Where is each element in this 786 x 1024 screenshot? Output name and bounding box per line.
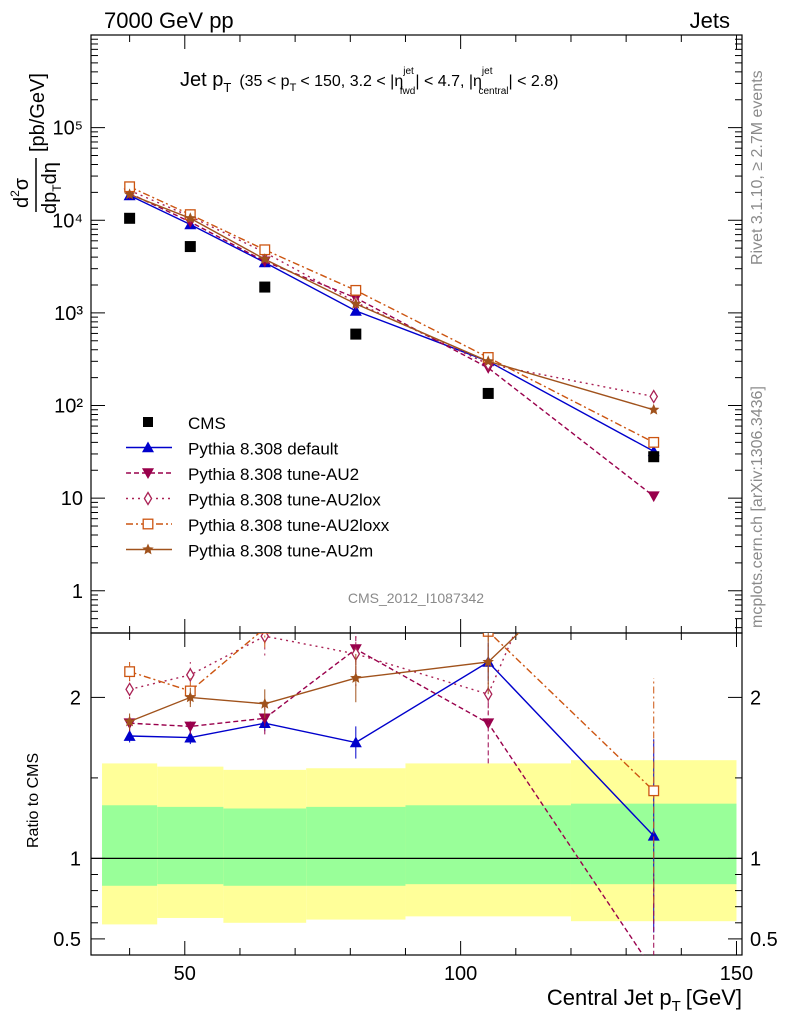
band-inner xyxy=(157,806,224,885)
marker-triangle-down xyxy=(647,491,660,503)
y-tick-label: 1 xyxy=(72,581,83,603)
marker-square xyxy=(648,451,660,463)
y-tick-label: 10 xyxy=(61,488,83,510)
marker-star xyxy=(350,672,362,683)
marker-diamond xyxy=(143,491,153,506)
ratio-uncertainty-bands xyxy=(91,760,742,925)
x-tick-label: 150 xyxy=(720,963,753,985)
marker-star xyxy=(259,697,271,709)
marker-triangle-up xyxy=(142,441,154,453)
legend: CMS Pythia 8.308 default Pythia 8.308 tune… xyxy=(126,414,390,561)
x-axis-label: Central Jet pT [GeV] xyxy=(547,985,742,1015)
marker-square-open xyxy=(648,436,660,448)
marker-star xyxy=(123,715,136,727)
ratio-tick-label-left: 0.5 xyxy=(53,929,81,951)
svg-text:[pb/GeV]: [pb/GeV] xyxy=(27,73,49,152)
marker-star xyxy=(482,656,494,667)
y-tick-label: 10³ xyxy=(54,303,83,325)
band-inner xyxy=(223,808,307,886)
marker-diamond xyxy=(649,389,659,404)
marker-square-open xyxy=(259,633,271,634)
marker-square-open xyxy=(124,666,136,678)
marker-triangle-down xyxy=(258,713,271,725)
marker-star xyxy=(482,355,494,367)
x-tick-label: 50 xyxy=(174,963,196,985)
marker-triangle-down xyxy=(142,468,154,479)
marker-diamond xyxy=(185,667,195,683)
marker-square xyxy=(350,328,362,340)
ratio-tick-label-right: 0.5 xyxy=(750,929,778,951)
series-line xyxy=(129,193,654,411)
series-line xyxy=(129,189,654,398)
marker-triangle-up xyxy=(647,829,660,841)
marker-star xyxy=(259,253,271,264)
marker-square xyxy=(482,387,494,399)
marker-square xyxy=(184,241,196,253)
ratio-plot-series xyxy=(123,305,660,977)
legend-label: Pythia 8.308 tune-AU2 xyxy=(188,465,359,484)
legend-label: Pythia 8.308 default xyxy=(188,440,339,459)
y-tick-label: 10² xyxy=(54,396,83,418)
legend-label: CMS xyxy=(188,414,226,433)
ratio-tick-label-right: 2 xyxy=(750,687,761,709)
y-axis-label-top: d2σ dpTdη [pb/GeV] xyxy=(8,73,64,214)
marker-star xyxy=(123,188,136,200)
legend-label: Pythia 8.308 tune-AU2m xyxy=(188,542,373,561)
band-inner xyxy=(405,805,571,885)
marker-square-open xyxy=(259,244,271,256)
marker-triangle-down xyxy=(648,966,660,977)
marker-square-open xyxy=(350,284,362,296)
marker-star xyxy=(142,543,154,555)
ratio-series-line xyxy=(129,633,516,696)
marker-triangle-down xyxy=(482,718,495,730)
legend-label: Pythia 8.308 tune-AU2loxx xyxy=(188,516,390,535)
marker-diamond xyxy=(125,682,134,697)
marker-square xyxy=(259,281,271,293)
band-inner xyxy=(102,805,158,886)
marker-triangle-up xyxy=(123,730,136,741)
series-line xyxy=(129,194,655,452)
marker-square xyxy=(124,212,136,224)
plot-title: Jet pT (35 < pT < 150, 3.2 < |ηjet fwd| < 4… xyxy=(180,66,558,97)
marker-triangle-up xyxy=(184,731,197,743)
rivet-label: Rivet 3.1.10, ≥ 2.7M events xyxy=(749,70,766,265)
svg-text:d2σ: d2σ xyxy=(8,177,33,208)
marker-triangle-up xyxy=(349,736,362,748)
ratio-series-line xyxy=(129,661,655,837)
analysis-id: CMS_2012_I1087342 xyxy=(348,590,484,606)
marker-star xyxy=(648,403,660,415)
main-plot-series xyxy=(123,181,660,503)
series-line xyxy=(129,186,655,444)
band-inner xyxy=(306,806,406,886)
mcplots-label: mcplots.cern.ch [arXiv:1306.3436] xyxy=(749,386,766,628)
ratio-frame xyxy=(90,632,743,956)
marker-square-open xyxy=(648,785,660,797)
header-right: Jets xyxy=(690,8,730,33)
ratio-series-line xyxy=(129,633,520,723)
ratio-tick-label-left: 2 xyxy=(70,687,81,709)
marker-star xyxy=(184,691,196,703)
marker-triangle-up xyxy=(349,304,362,316)
header-left: 7000 GeV pp xyxy=(104,8,234,33)
ratio-tick-label-right: 1 xyxy=(750,848,761,870)
svg-text:dpTdη: dpTdη xyxy=(39,162,64,214)
y-tick-label: 10⁴ xyxy=(52,210,83,232)
x-tick-label: 100 xyxy=(444,963,477,985)
legend-label: Pythia 8.308 tune-AU2lox xyxy=(188,491,381,510)
series-line xyxy=(129,192,655,497)
y-tick-label: 10⁵ xyxy=(52,118,83,140)
ratio-series-line xyxy=(129,648,644,955)
legend-marker-cms xyxy=(143,417,153,427)
marker-star xyxy=(184,212,196,224)
marker-star xyxy=(350,297,362,309)
axes: 50 100 150 1 10 10² 10³ 10⁴ 10⁵ 0.5 0.5 1 1 2 2 xyxy=(52,34,778,985)
marker-diamond xyxy=(650,305,657,317)
marker-square-open xyxy=(142,518,154,530)
ratio-tick-label-left: 1 xyxy=(70,848,81,870)
y-axis-label-ratio: Ratio to CMS xyxy=(25,753,42,848)
marker-triangle-down xyxy=(184,721,197,733)
